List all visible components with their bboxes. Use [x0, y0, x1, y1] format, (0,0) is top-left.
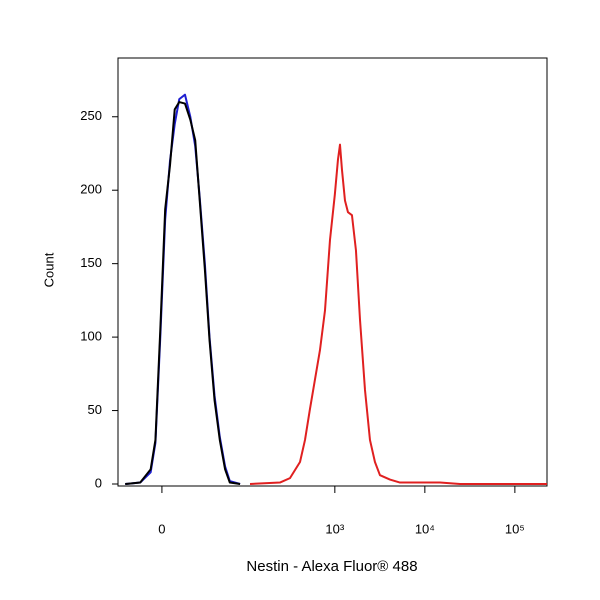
plot-frame [117, 57, 548, 487]
y-tick-label: 250 [80, 108, 102, 123]
x-tick-label: 10⁵ [505, 521, 525, 536]
series-line [125, 93, 241, 485]
x-tick-label: 0 [158, 521, 165, 536]
x-axis-label: Nestin - Alexa Fluor® 488 [246, 558, 417, 575]
x-tick-label: 10⁴ [415, 521, 435, 536]
y-tick-label: 0 [95, 475, 102, 490]
series-line [125, 101, 241, 485]
y-axis-label: Count [41, 252, 56, 287]
y-tick-label: 100 [80, 329, 102, 344]
y-tick-label: 150 [80, 255, 102, 270]
y-tick-label: 50 [88, 402, 102, 417]
series-line [249, 143, 547, 485]
x-tick-label: 10³ [325, 521, 344, 536]
y-tick-label: 200 [80, 182, 102, 197]
